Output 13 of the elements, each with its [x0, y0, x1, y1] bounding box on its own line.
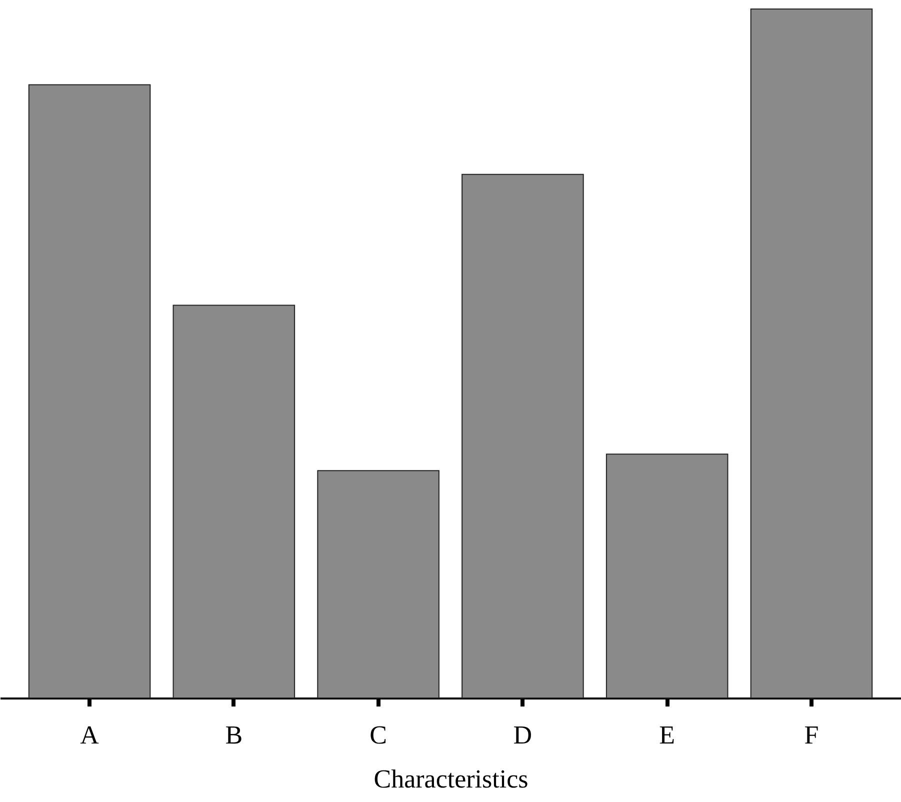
x-tick-label: D [513, 720, 532, 750]
x-tick-label: E [659, 720, 676, 750]
x-axis-title: Characteristics [374, 764, 528, 794]
bar [606, 454, 728, 698]
bar [317, 470, 440, 698]
bar [172, 304, 296, 698]
x-tick-label: A [80, 720, 100, 750]
bar [750, 8, 873, 698]
bar [28, 84, 151, 698]
x-tick-label: C [370, 720, 387, 750]
bar [462, 174, 584, 698]
x-tick-label: B [225, 720, 243, 750]
x-tick-label: F [804, 720, 819, 750]
